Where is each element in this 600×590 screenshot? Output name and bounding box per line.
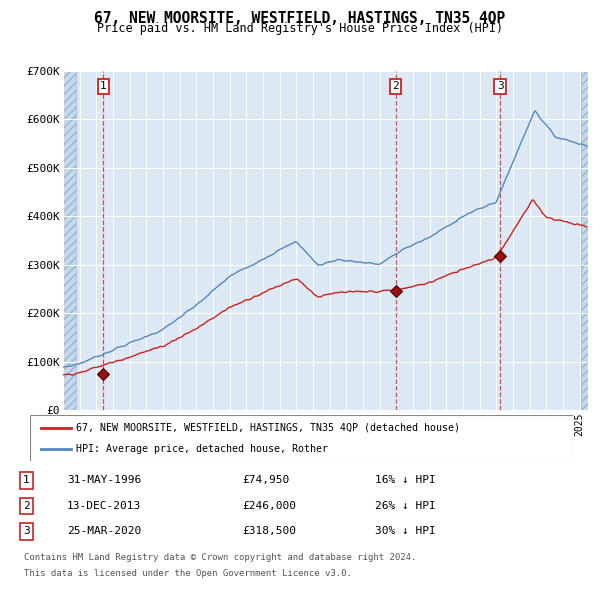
Text: Contains HM Land Registry data © Crown copyright and database right 2024.: Contains HM Land Registry data © Crown c… (23, 553, 416, 562)
Text: Price paid vs. HM Land Registry's House Price Index (HPI): Price paid vs. HM Land Registry's House … (97, 22, 503, 35)
Text: £246,000: £246,000 (242, 501, 296, 511)
Text: 1: 1 (23, 476, 30, 486)
Text: HPI: Average price, detached house, Rother: HPI: Average price, detached house, Roth… (76, 444, 328, 454)
Bar (63, 71, 76, 410)
Bar (581, 71, 588, 410)
Text: £318,500: £318,500 (242, 526, 296, 536)
Bar (63, 71, 76, 410)
Text: 3: 3 (497, 81, 503, 91)
Text: 67, NEW MOORSITE, WESTFIELD, HASTINGS, TN35 4QP: 67, NEW MOORSITE, WESTFIELD, HASTINGS, T… (94, 11, 506, 25)
Text: 26% ↓ HPI: 26% ↓ HPI (375, 501, 436, 511)
Text: 2: 2 (392, 81, 399, 91)
Text: £74,950: £74,950 (242, 476, 290, 486)
Text: 67, NEW MOORSITE, WESTFIELD, HASTINGS, TN35 4QP (detached house): 67, NEW MOORSITE, WESTFIELD, HASTINGS, T… (76, 423, 460, 433)
Text: 30% ↓ HPI: 30% ↓ HPI (375, 526, 436, 536)
Text: This data is licensed under the Open Government Licence v3.0.: This data is licensed under the Open Gov… (23, 569, 352, 578)
Text: 25-MAR-2020: 25-MAR-2020 (67, 526, 141, 536)
Text: 13-DEC-2013: 13-DEC-2013 (67, 501, 141, 511)
Text: 31-MAY-1996: 31-MAY-1996 (67, 476, 141, 486)
Text: 3: 3 (23, 526, 30, 536)
Bar (581, 71, 588, 410)
FancyBboxPatch shape (30, 415, 573, 461)
Text: 1: 1 (100, 81, 107, 91)
Text: 2: 2 (23, 501, 30, 511)
Text: 16% ↓ HPI: 16% ↓ HPI (375, 476, 436, 486)
